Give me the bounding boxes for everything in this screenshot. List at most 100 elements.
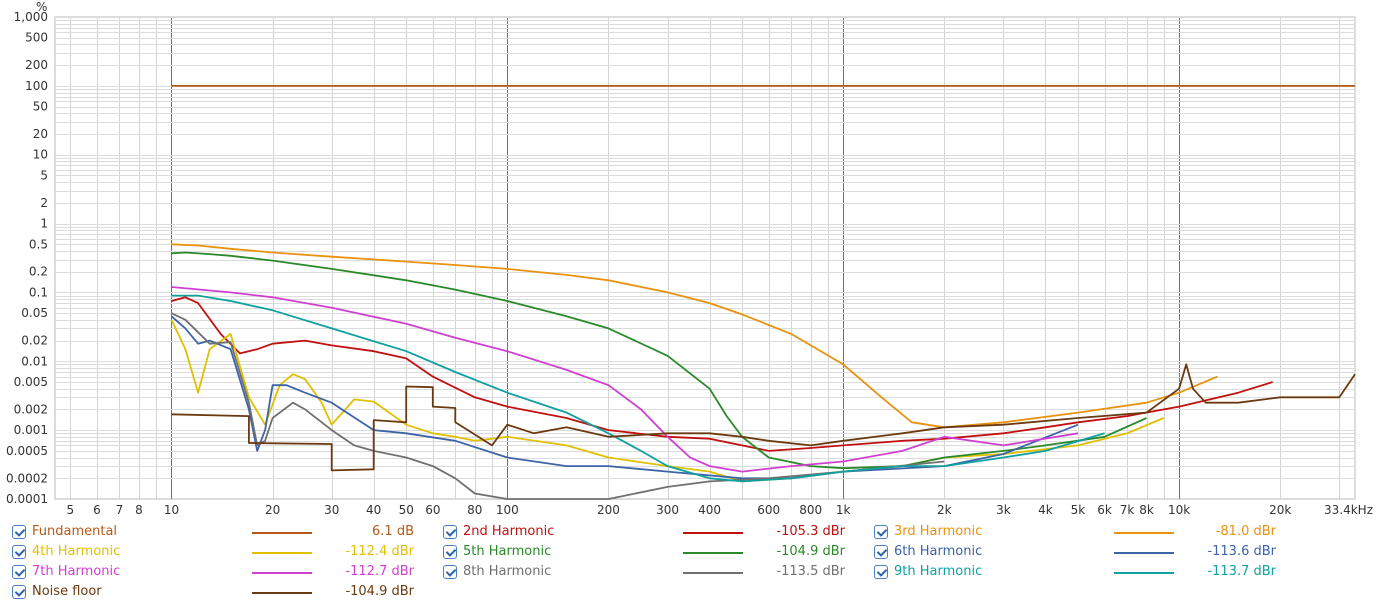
legend-value: -81.0 dBr [1215,524,1276,539]
legend-value: -113.7 dBr [1207,564,1276,579]
x-tick-label: 200 [597,503,620,517]
checkbox-noise-floor[interactable] [12,585,26,599]
series-line-2nd-harmonic [171,296,1273,452]
y-tick-label: 0.05 [21,306,48,320]
x-tick-label: 10 [164,503,179,517]
x-tick-label: 5k [1071,503,1086,517]
series-line-9th-harmonic [171,294,1105,483]
y-tick-label: 0.005 [14,375,48,389]
x-tick-label: 400 [698,503,721,517]
x-tick-label: 6 [93,503,101,517]
y-tick-label: 0.5 [29,237,48,251]
y-tick-label: 1 [40,217,48,231]
x-tick-label: 8 [135,503,143,517]
series-lines [170,85,1356,500]
y-axis-unit-label: % [36,0,47,14]
x-tick-label: 5 [67,503,75,517]
y-tick-label: 2 [40,196,48,210]
x-tick-label: 4k [1038,503,1053,517]
legend-label: Noise floor [32,584,102,599]
legend-swatch [1114,572,1174,574]
y-tick-label: 0.0002 [6,471,48,485]
checkbox-6th-harmonic[interactable] [874,545,888,559]
x-tick-label: 1k [836,503,851,517]
y-tick-label: 0.0001 [6,492,48,506]
legend-label: 2nd Harmonic [463,524,555,539]
legend-swatch [252,552,312,554]
series-line-7th-harmonic [171,286,1079,473]
y-tick-label: 200 [25,58,48,72]
legend-value: -113.5 dBr [776,564,845,579]
x-tick-label: 6k [1097,503,1112,517]
x-tick-label: 60 [425,503,440,517]
checkbox-3rd-harmonic[interactable] [874,525,888,539]
checkbox-fundamental[interactable] [12,525,26,539]
x-tick-label: 80 [467,503,482,517]
y-tick-labels: 1,000 500 200 100 50 20 10 5 2 1 0.5 0.2 0.1 0.05 0.02… [6,10,48,506]
legend-swatch [683,532,743,534]
y-tick-label: 0.002 [14,402,48,416]
legend-swatch [252,532,312,534]
y-tick-label: 0.001 [14,423,48,437]
legend-value: -112.7 dBr [345,564,414,579]
checkbox-2nd-harmonic[interactable] [443,525,457,539]
legend-label: 8th Harmonic [463,564,552,579]
checkbox-9th-harmonic[interactable] [874,565,888,579]
legend-label: 9th Harmonic [894,564,983,579]
legend-value: -104.9 dBr [345,584,414,599]
x-tick-labels: 5 6 7 8 10 20 30 40 50 60 80 100 200 300 400 600 800 1k 2k… [67,503,1373,517]
x-tick-label: 800 [799,503,822,517]
legend-value: -112.4 dBr [345,544,414,559]
legend-value: -104.9 dBr [776,544,845,559]
y-tick-label: 0.1 [29,285,48,299]
legend-swatch [1114,552,1174,554]
series-line-5th-harmonic [171,251,1147,470]
series-line-noise-floor [171,363,1356,472]
y-tick-label: 20 [33,127,48,141]
x-tick-label: 20k [1269,503,1291,517]
series-line-3rd-harmonic [171,243,1218,429]
checkbox-8th-harmonic[interactable] [443,565,457,579]
harmonic-distortion-chart: 5 6 7 8 10 20 30 40 50 60 80 100 200 300 400 600 800 1k 2k… [6,0,1373,517]
x-tick-label: 3k [996,503,1011,517]
legend-swatch [1114,532,1174,534]
y-tick-label: 0.02 [21,334,48,348]
x-tick-label: 100 [496,503,519,517]
y-tick-label: 10 [33,148,48,162]
x-tick-label: 7 [116,503,124,517]
x-tick-label: 2k [937,503,952,517]
x-tick-label: 30 [324,503,339,517]
legend-swatch [252,592,312,594]
y-tick-label: 100 [25,79,48,93]
legend-label: 3rd Harmonic [894,524,983,539]
x-tick-label: 7k [1120,503,1135,517]
checkbox-4th-harmonic[interactable] [12,545,26,559]
legend-label: Fundamental [32,524,118,539]
x-tick-label: 300 [656,503,679,517]
legend-label: 4th Harmonic [32,544,121,559]
y-tick-label: 50 [33,100,48,114]
y-tick-label: 0.01 [21,354,48,368]
legend-swatch [683,572,743,574]
legend-value: 6.1 dB [372,524,414,539]
x-tick-label: 33.4kHz [1324,503,1373,517]
legend-value: -113.6 dBr [1207,544,1276,559]
x-tick-label: 20 [265,503,280,517]
legend-label: 5th Harmonic [463,544,552,559]
y-tick-label: 1,000 [14,10,48,24]
checkbox-7th-harmonic[interactable] [12,565,26,579]
legend-label: 6th Harmonic [894,544,983,559]
checkbox-5th-harmonic[interactable] [443,545,457,559]
y-tick-label: 5 [40,168,48,182]
x-tick-label: 40 [366,503,381,517]
legend-value: -105.3 dBr [776,524,845,539]
legend-swatch [683,552,743,554]
legend-label: 7th Harmonic [32,564,121,579]
legend: Fundamental 6.1 dB 2nd Harmonic -105.3 dBr 3… [0,520,1380,604]
x-tick-label: 10k [1168,503,1190,517]
y-tick-label: 0.0005 [6,444,48,458]
x-tick-label: 600 [757,503,780,517]
x-tick-label: 8k [1139,503,1154,517]
x-tick-label: 50 [399,503,414,517]
legend-swatch [252,572,312,574]
